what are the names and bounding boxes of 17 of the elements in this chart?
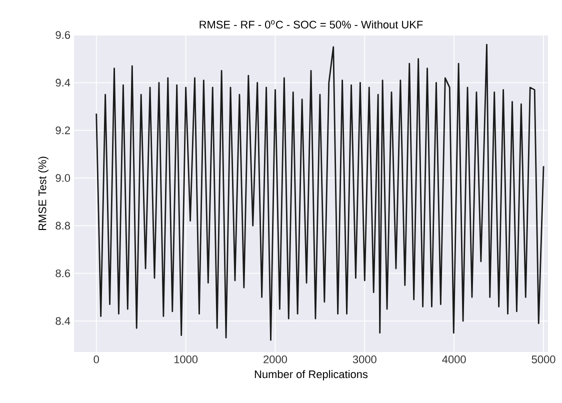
x-tick-label: 2000 bbox=[264, 356, 287, 364]
chart-title: RMSE - RF - 0$^{o}$C - SOC = 50% - Without UKF bbox=[200, 20, 423, 28]
y-tick-label: 9.4 bbox=[56, 78, 70, 87]
y-tick-label: 8.6 bbox=[56, 269, 70, 278]
x-tick-label: 5000 bbox=[532, 356, 556, 364]
y-tick-label: 8.8 bbox=[56, 222, 70, 230]
y-tick-label: 9.0 bbox=[56, 174, 70, 182]
line-series bbox=[96, 44, 544, 341]
x-tick-label: 3000 bbox=[352, 356, 376, 364]
y-tick-label: 9.2 bbox=[56, 126, 70, 134]
x-axis-title: Number of Replications bbox=[254, 370, 368, 380]
x-tick-label: 4000 bbox=[442, 356, 466, 364]
y-tick-label: 9.6 bbox=[56, 31, 70, 39]
y-tick-label: 8.4 bbox=[56, 317, 70, 325]
x-tick-label: 0 bbox=[94, 356, 99, 364]
y-axis-title: RMSE Test (%) bbox=[38, 156, 48, 230]
x-tick-label: 1000 bbox=[174, 356, 198, 364]
